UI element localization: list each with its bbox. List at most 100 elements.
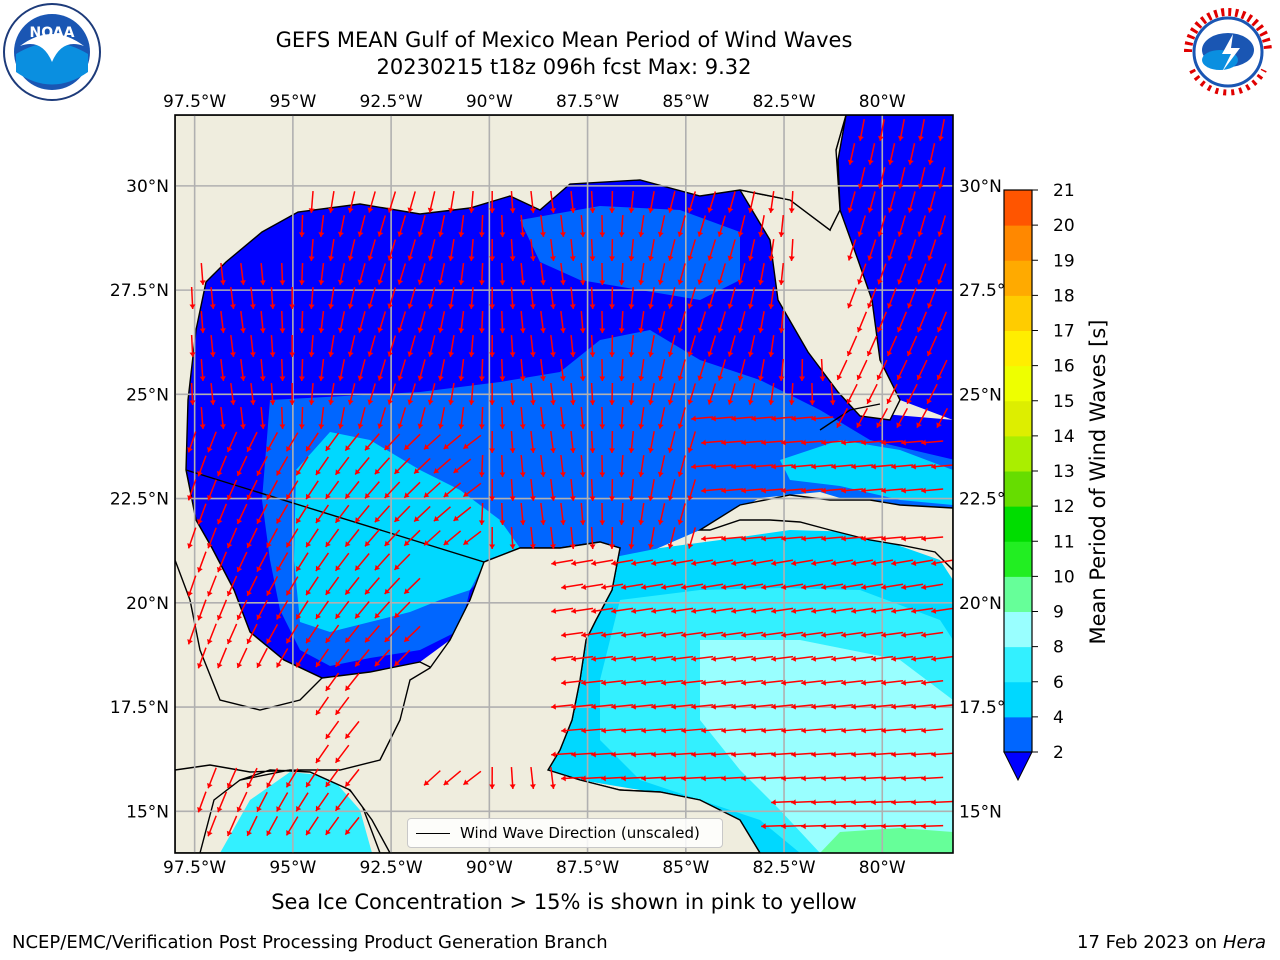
wind-wave-arrow [831,463,854,470]
wind-wave-arrow [677,311,686,333]
colorbar-tick-label: 9 [1053,603,1064,623]
wind-wave-arrow [387,191,397,213]
wind-wave-arrow [206,767,217,789]
wind-wave-arrows [187,119,953,837]
wind-wave-arrow [811,415,834,422]
wind-wave-arrow [601,727,624,734]
wind-wave-arrow [876,311,888,333]
wind-wave-arrow [628,238,635,262]
wind-wave-arrow [591,703,614,710]
wind-wave-arrow [881,679,904,686]
wind-wave-arrow [357,215,366,237]
wind-wave-arrow [199,262,206,286]
wind-wave-arrow [609,286,616,310]
wind-wave-arrow [891,751,914,758]
wind-wave-arrow [325,816,340,836]
wind-wave-arrow [677,215,686,237]
wind-wave-arrow [315,648,330,668]
wind-wave-arrow [701,487,724,494]
wind-wave-arrow [448,191,455,213]
wind-wave-arrow [344,816,360,836]
wind-wave-arrow [407,191,416,213]
wind-wave-arrow [305,480,319,500]
wind-wave-arrow [236,503,248,525]
wind-wave-arrow [197,503,207,525]
wind-wave-arrow [443,770,462,786]
wind-wave-arrow [906,383,918,405]
wind-wave-arrow [758,215,765,237]
wind-wave-arrow [648,527,655,549]
wind-wave-arrow [741,679,764,686]
wind-wave-arrow [791,463,814,470]
wind-wave-arrow [707,383,717,405]
wind-wave-arrow [641,775,664,782]
wind-wave-arrow [259,358,266,382]
max-green-region [820,828,953,853]
wind-wave-arrow [276,504,289,524]
wind-wave-arrow [667,479,676,501]
wind-wave-arrow [768,335,775,357]
wind-wave-arrow [549,334,556,358]
lon-tick-label: 80°W [859,858,906,878]
wind-wave-arrow [539,454,546,478]
wind-wave-arrow [819,358,826,382]
colorbar-swatch [1004,576,1032,612]
wind-wave-arrow [236,647,248,669]
wind-wave-arrow [407,287,416,309]
wind-wave-arrow [891,703,914,710]
wind-wave-arrow [334,600,350,620]
wind-wave-arrow [529,190,536,214]
wind-wave-arrow [667,383,676,405]
wind-wave-arrow [357,311,366,333]
lon-tick-label: 95°W [269,92,316,112]
wind-wave-arrow [266,575,279,597]
wind-wave-arrow [295,552,309,572]
wind-wave-arrow [308,334,315,358]
wind-wave-arrow [931,463,953,470]
wind-wave-arrow [751,607,774,614]
wind-wave-arrow [711,463,734,470]
wind-wave-arrow [489,766,496,790]
wind-wave-arrow [609,382,616,406]
wind-wave-arrow [551,703,574,710]
wind-wave-arrow [279,406,286,430]
wind-wave-arrow [289,334,296,358]
wind-wave-arrow [559,214,566,238]
pacific-cyan-region [220,772,372,853]
wind-wave-arrow [801,535,824,542]
wind-wave-arrow [731,655,754,662]
wind-wave-arrow [936,311,948,333]
wind-wave-arrow [907,191,916,213]
wind-wave-arrow [628,334,635,358]
wind-wave-arrow [741,631,764,638]
wind-wave-arrow [856,311,868,333]
wind-wave-arrow [628,430,635,454]
wind-wave-arrow [448,239,455,261]
wind-wave-arrow [559,310,566,334]
wind-wave-arrow [468,382,475,406]
wind-wave-arrow [337,263,346,285]
wind-wave-arrow [256,599,268,621]
wind-wave-arrow [551,655,574,662]
wind-wave-arrow [661,775,684,782]
colorbar: 2 4 6 8 9 10 11 12 13 14 15 16 17 18 19 20 21 [1003,181,1075,782]
lon-tick-label: 97.5°W [163,92,226,112]
wind-wave-arrow [648,239,655,261]
wind-wave-arrow [344,768,360,788]
wind-wave-arrow [737,311,746,333]
wind-wave-arrow [559,358,566,382]
wind-wave-arrow [896,359,908,381]
wind-wave-arrow [347,191,356,213]
wind-wave-arrow [891,607,914,614]
wind-wave-arrow [731,703,754,710]
wind-wave-arrow [781,631,804,638]
wind-wave-arrow [768,239,775,261]
wind-wave-arrow [781,487,804,494]
wind-wave-arrow [387,287,397,309]
wind-wave-arrow [609,430,616,454]
wind-wave-arrow [529,286,536,310]
wind-wave-arrow [367,191,376,213]
wind-wave-arrow [931,655,953,662]
wind-wave-arrow [657,311,666,333]
wind-wave-arrow [437,407,446,429]
